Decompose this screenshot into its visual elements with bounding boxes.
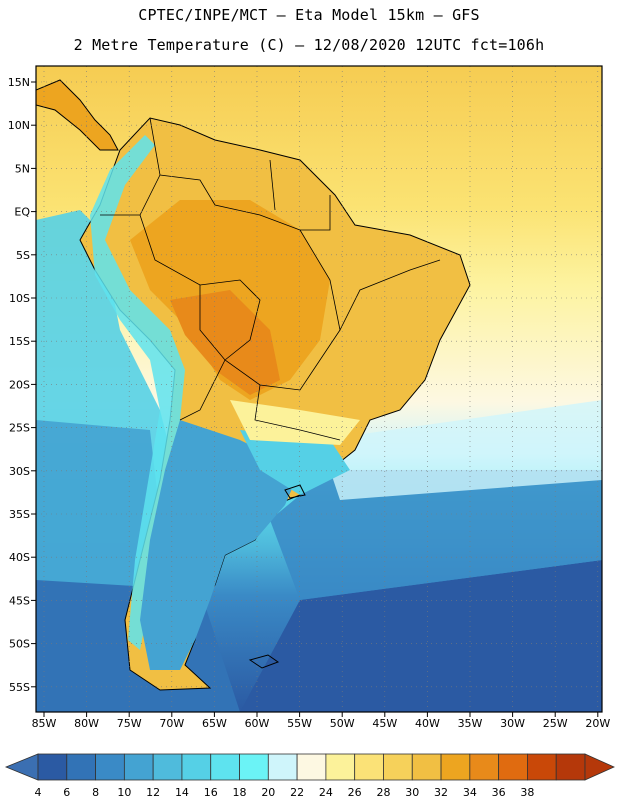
lat-label: 45S — [9, 594, 30, 607]
lon-label: 70W — [159, 717, 184, 730]
colorbar-swatch — [440, 753, 471, 781]
lon-label: 85W — [32, 717, 57, 730]
colorbar-swatch — [469, 753, 500, 781]
colorbar-label: 4 — [35, 786, 42, 799]
lat-label: EQ — [14, 206, 30, 219]
lat-label: 5S — [16, 249, 30, 262]
south-brazil-mild-zone — [230, 400, 360, 445]
colorbar-label: 26 — [348, 786, 362, 799]
colorbar-label: 12 — [146, 786, 160, 799]
lat-label: 40S — [9, 551, 30, 564]
atlantic-mild-zone — [320, 400, 602, 500]
colorbar-label: 22 — [290, 786, 304, 799]
lon-label: 50W — [330, 717, 355, 730]
lon-label: 20W — [585, 717, 610, 730]
colorbar-swatch — [123, 753, 154, 781]
title-line-1: CPTEC/INPE/MCT – Eta Model 15km – GFS — [138, 6, 480, 24]
country-borders — [100, 117, 441, 441]
colorbar-label: 34 — [463, 786, 477, 799]
colorbar-label: 38 — [520, 786, 534, 799]
lon-label: 80W — [74, 717, 99, 730]
lat-label: 25S — [9, 422, 30, 435]
lon-label: 55W — [287, 717, 312, 730]
pampas-cool-zone — [240, 430, 350, 495]
central-america-land — [36, 79, 119, 151]
colorbar-label: 10 — [117, 786, 131, 799]
lon-label: 40W — [415, 717, 440, 730]
colorbar-swatch — [95, 753, 125, 781]
latitude-axis: 15N 10N 5N EQ 5S 10S 15S 20S 25S 30S 35S 40S 45S 50S 5… — [8, 76, 36, 694]
lat-label: 35S — [9, 508, 30, 521]
lon-label: 65W — [202, 717, 227, 730]
lagoon-outline — [284, 484, 306, 499]
lat-label: 20S — [9, 378, 30, 391]
atlantic-mid-zone — [270, 470, 602, 600]
title-line-2: 2 Metre Temperature (C) – 12/08/2020 12U… — [73, 36, 545, 54]
colorbar-swatch — [37, 753, 68, 781]
colorbar-label: 18 — [233, 786, 247, 799]
colorbar-low-arrow — [4, 753, 39, 781]
lat-label: 10N — [8, 119, 30, 132]
lat-label: 15S — [9, 335, 30, 348]
colorbar-label: 24 — [319, 786, 333, 799]
colorbar-label: 16 — [204, 786, 218, 799]
lon-label: 45W — [372, 717, 397, 730]
colorbar-label: 36 — [492, 786, 506, 799]
lat-label: 50S — [9, 638, 30, 651]
lat-label: 55S — [9, 681, 30, 694]
colorbar-label: 28 — [376, 786, 390, 799]
colorbar-swatch — [354, 753, 384, 781]
colorbar-swatch — [411, 753, 442, 781]
colorbar-swatch — [181, 753, 212, 781]
colorbar-swatch — [152, 753, 183, 781]
lon-label: 75W — [117, 717, 142, 730]
colorbar-swatch — [527, 753, 557, 781]
lat-label: 30S — [9, 465, 30, 478]
colorbar-swatch — [555, 753, 586, 781]
colorbar-swatch — [66, 753, 96, 781]
falkland-islands — [248, 654, 280, 669]
very-hot-zone — [170, 290, 280, 395]
lat-label: 10S — [9, 292, 30, 305]
colorbar-swatch — [239, 753, 269, 781]
colorbar-swatch — [383, 753, 413, 781]
colorbar-swatch — [498, 753, 528, 781]
map-frame-content — [36, 66, 602, 712]
colorbar-high-arrow — [584, 753, 615, 781]
colorbar: 4 6 8 10 12 14 16 18 20 22 24 26 28 30 32 34 36 38 — [4, 753, 615, 799]
colorbar-swatch — [296, 753, 327, 781]
colorbar-label: 32 — [434, 786, 448, 799]
lon-label: 25W — [543, 717, 568, 730]
colorbar-label: 8 — [92, 786, 99, 799]
colorbar-label: 14 — [175, 786, 189, 799]
lon-label: 35W — [458, 717, 483, 730]
longitude-axis: 85W 80W 75W 70W 65W 60W 55W 50W 45W 40W 35W 30W 25W 2… — [32, 712, 610, 730]
south-atlantic-cold-zone — [240, 560, 602, 712]
colorbar-label: 6 — [63, 786, 70, 799]
lat-label: 5N — [15, 162, 30, 175]
lat-label: 15N — [8, 76, 30, 89]
colorbar-label: 30 — [405, 786, 419, 799]
colorbar-swatch — [210, 753, 240, 781]
lon-label: 60W — [245, 717, 270, 730]
colorbar-swatch — [325, 753, 356, 781]
map-frame — [35, 65, 603, 713]
colorbar-label: 20 — [261, 786, 275, 799]
lon-label: 30W — [500, 717, 525, 730]
patagonia-cool-zone — [140, 420, 300, 670]
colorbar-swatch — [267, 753, 298, 781]
